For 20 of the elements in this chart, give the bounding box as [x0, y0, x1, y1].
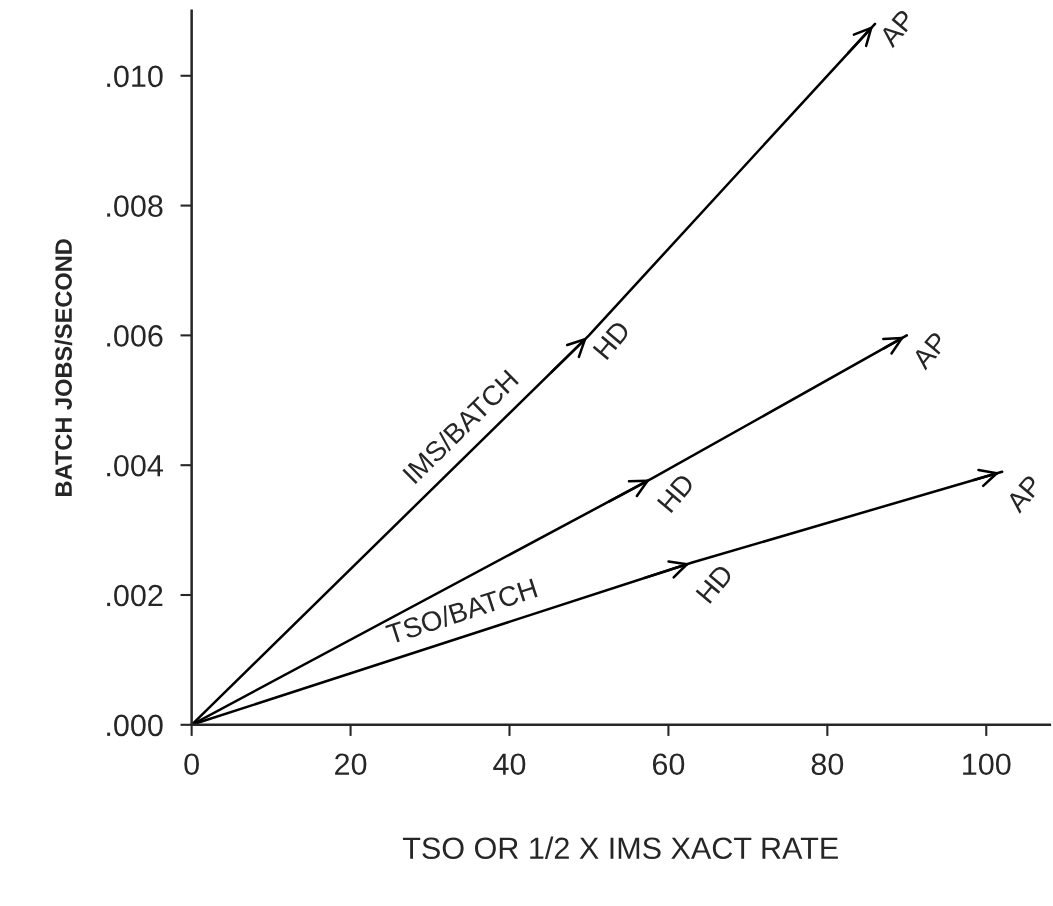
y-axis-title: BATCH JOBS/SECOND: [54, 239, 73, 496]
x-tick-label: 80: [811, 753, 844, 776]
y-tick-label: .004: [107, 454, 163, 477]
y-tick-label: .002: [107, 584, 163, 607]
y-tick-label: .006: [107, 325, 163, 347]
annotation: AP: [878, 8, 916, 49]
y-tick-label: .000: [107, 714, 163, 737]
annotation: HD: [656, 472, 696, 514]
x-axis-title: TSO OR 1/2 X IMS XACT RATE: [402, 836, 838, 860]
y-tick-label: .010: [107, 65, 163, 88]
y-tick-label: .008: [107, 195, 163, 217]
x-tick-label: 20: [335, 753, 367, 776]
x-tick-label: 40: [493, 753, 526, 776]
annotation: HD: [592, 319, 631, 361]
x-tick-label: 60: [652, 753, 685, 776]
x-tick-label: 0: [184, 753, 199, 776]
x-tick-label: 100: [963, 753, 1011, 776]
annotation: AP: [910, 331, 949, 371]
annotation: AP: [1005, 474, 1043, 514]
annotation: HD: [695, 563, 734, 604]
